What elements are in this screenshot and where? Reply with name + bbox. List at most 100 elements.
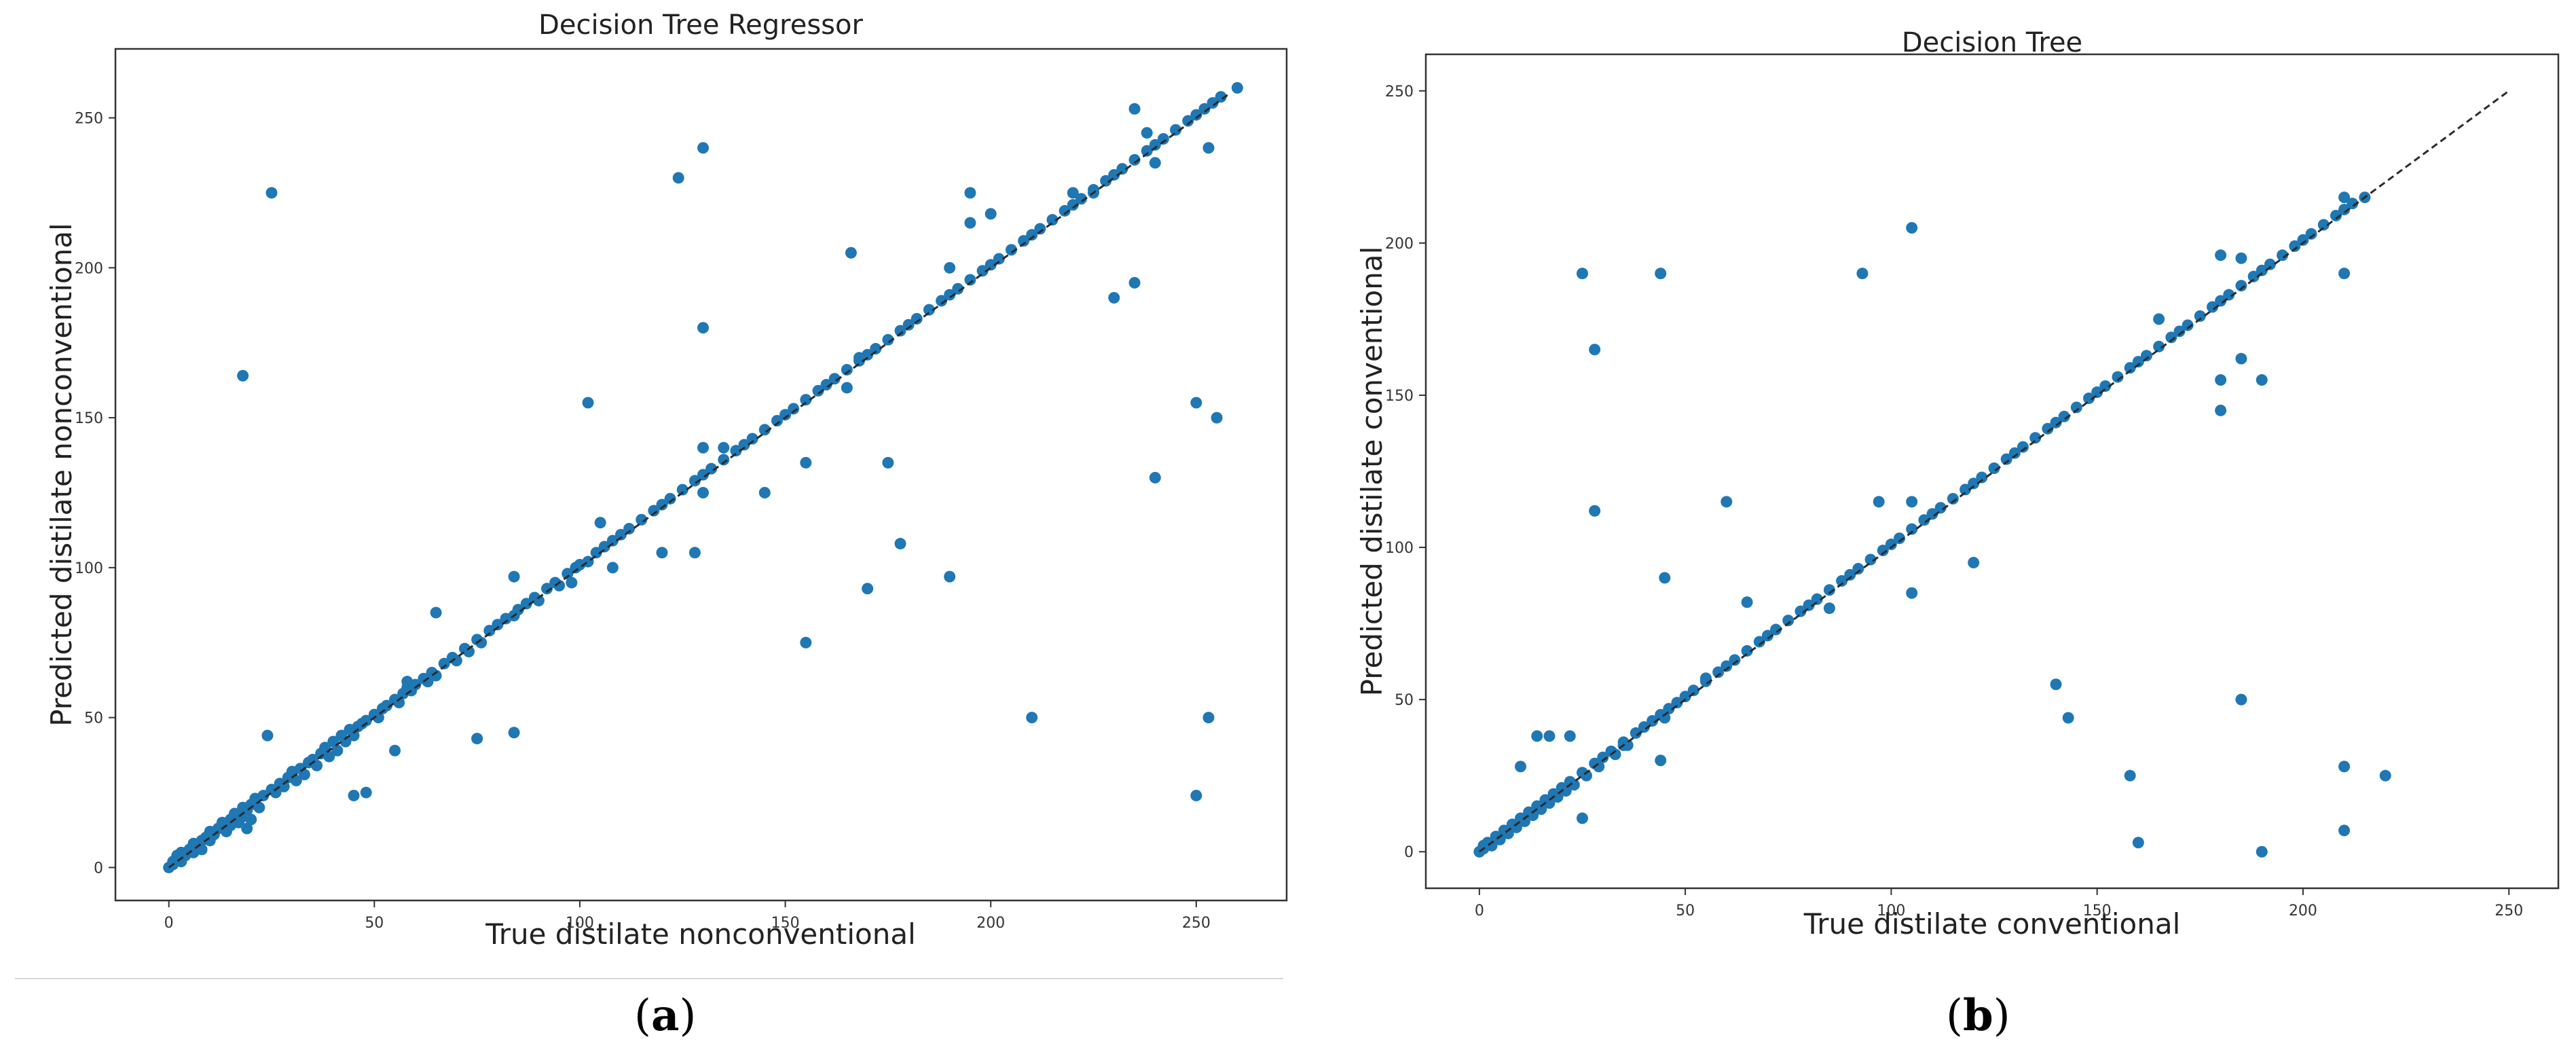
- data-point: [1609, 748, 1621, 761]
- data-point: [910, 312, 923, 325]
- data-point: [944, 261, 956, 274]
- data-point: [2140, 350, 2152, 362]
- data-point: [1597, 751, 1609, 763]
- data-point: [1721, 496, 1733, 508]
- data-point: [475, 636, 487, 649]
- data-point: [1823, 602, 1835, 615]
- data-point: [2379, 769, 2391, 782]
- identity-line: [168, 93, 1230, 869]
- data-point: [2235, 352, 2247, 365]
- data-point: [1215, 91, 1227, 103]
- data-point: [1926, 508, 1938, 520]
- data-point: [2029, 432, 2042, 444]
- data-point: [705, 462, 718, 475]
- data-point: [2112, 371, 2124, 383]
- data-point: [882, 333, 894, 346]
- data-point: [360, 714, 372, 727]
- diagonal-line: [1478, 90, 2510, 853]
- data-point: [2289, 240, 2301, 252]
- data-point: [1687, 685, 1699, 697]
- data-point: [788, 403, 800, 415]
- data-point: [1157, 132, 1169, 145]
- data-point: [2338, 761, 2351, 773]
- identity-line: [1478, 90, 2510, 853]
- data-point: [471, 733, 483, 745]
- data-point: [2330, 210, 2342, 222]
- data-point: [952, 283, 964, 295]
- data-point: [520, 598, 532, 610]
- data-point: [1593, 761, 1605, 773]
- y-tick-label: 100: [1385, 540, 1414, 557]
- data-point: [1149, 157, 1161, 169]
- data-point: [894, 325, 906, 337]
- data-point: [541, 583, 553, 595]
- data-point: [2132, 356, 2144, 368]
- data-point: [1959, 484, 1972, 496]
- data-point: [894, 538, 906, 550]
- data-point: [730, 445, 742, 457]
- data-point: [1198, 103, 1211, 115]
- data-point: [2256, 845, 2268, 858]
- data-point: [1894, 532, 1906, 545]
- data-point: [718, 441, 730, 454]
- data-point: [758, 486, 771, 498]
- chart-title: Decision Tree Regressor: [538, 10, 863, 41]
- data-point: [1231, 81, 1243, 94]
- data-point: [1906, 587, 1918, 599]
- data-point: [2215, 374, 2227, 386]
- data-point: [2153, 340, 2165, 352]
- data-point: [800, 394, 812, 406]
- data-point: [2124, 769, 2136, 782]
- data-point: [1873, 496, 1885, 508]
- data-point: [746, 433, 758, 445]
- data-point: [2099, 380, 2112, 393]
- data-point: [450, 655, 462, 667]
- data-point: [1116, 163, 1128, 175]
- data-point: [512, 604, 524, 616]
- data-point: [1564, 730, 1576, 742]
- data-point: [2132, 837, 2144, 849]
- data-point: [2070, 401, 2082, 414]
- data-point: [697, 486, 710, 498]
- data-point: [1671, 697, 1683, 709]
- data-point: [697, 441, 710, 454]
- data-point: [1782, 615, 1795, 627]
- data-point: [1741, 596, 1753, 608]
- data-point: [430, 606, 442, 619]
- data-point: [1502, 827, 1514, 839]
- data-point: [1712, 666, 1725, 678]
- data-point: [270, 786, 282, 799]
- x-ticks: 0 50 100 150 200 250: [1475, 888, 2523, 920]
- data-point: [2264, 258, 2276, 270]
- data-point: [2042, 422, 2054, 435]
- data-point: [422, 676, 434, 688]
- data-point: [1568, 779, 1580, 791]
- data-point: [1679, 691, 1691, 703]
- y-tick-label: 200: [1385, 236, 1414, 253]
- data-point: [606, 562, 619, 574]
- data-point: [636, 513, 648, 526]
- data-point: [1108, 168, 1120, 181]
- data-point: [688, 547, 701, 559]
- data-point: [1026, 712, 1038, 724]
- data-point: [923, 304, 935, 316]
- data-point: [331, 744, 344, 757]
- data-point: [2338, 192, 2351, 204]
- data-point: [870, 343, 882, 355]
- data-point: [828, 373, 841, 385]
- data-point: [1638, 721, 1650, 733]
- data-point: [1589, 505, 1601, 517]
- data-point: [1141, 145, 1153, 157]
- data-point: [1141, 127, 1153, 139]
- data-point: [1811, 593, 1823, 605]
- data-point: [2317, 219, 2330, 231]
- data-point: [1906, 523, 1918, 535]
- data-point: [1170, 124, 1182, 136]
- data-point: [2182, 319, 2194, 331]
- data-point: [1918, 514, 1930, 526]
- data-point: [1823, 584, 1835, 596]
- data-point: [1803, 599, 1815, 611]
- data-point: [738, 439, 750, 451]
- y-tick-label: 100: [75, 560, 103, 577]
- data-point: [1046, 214, 1059, 226]
